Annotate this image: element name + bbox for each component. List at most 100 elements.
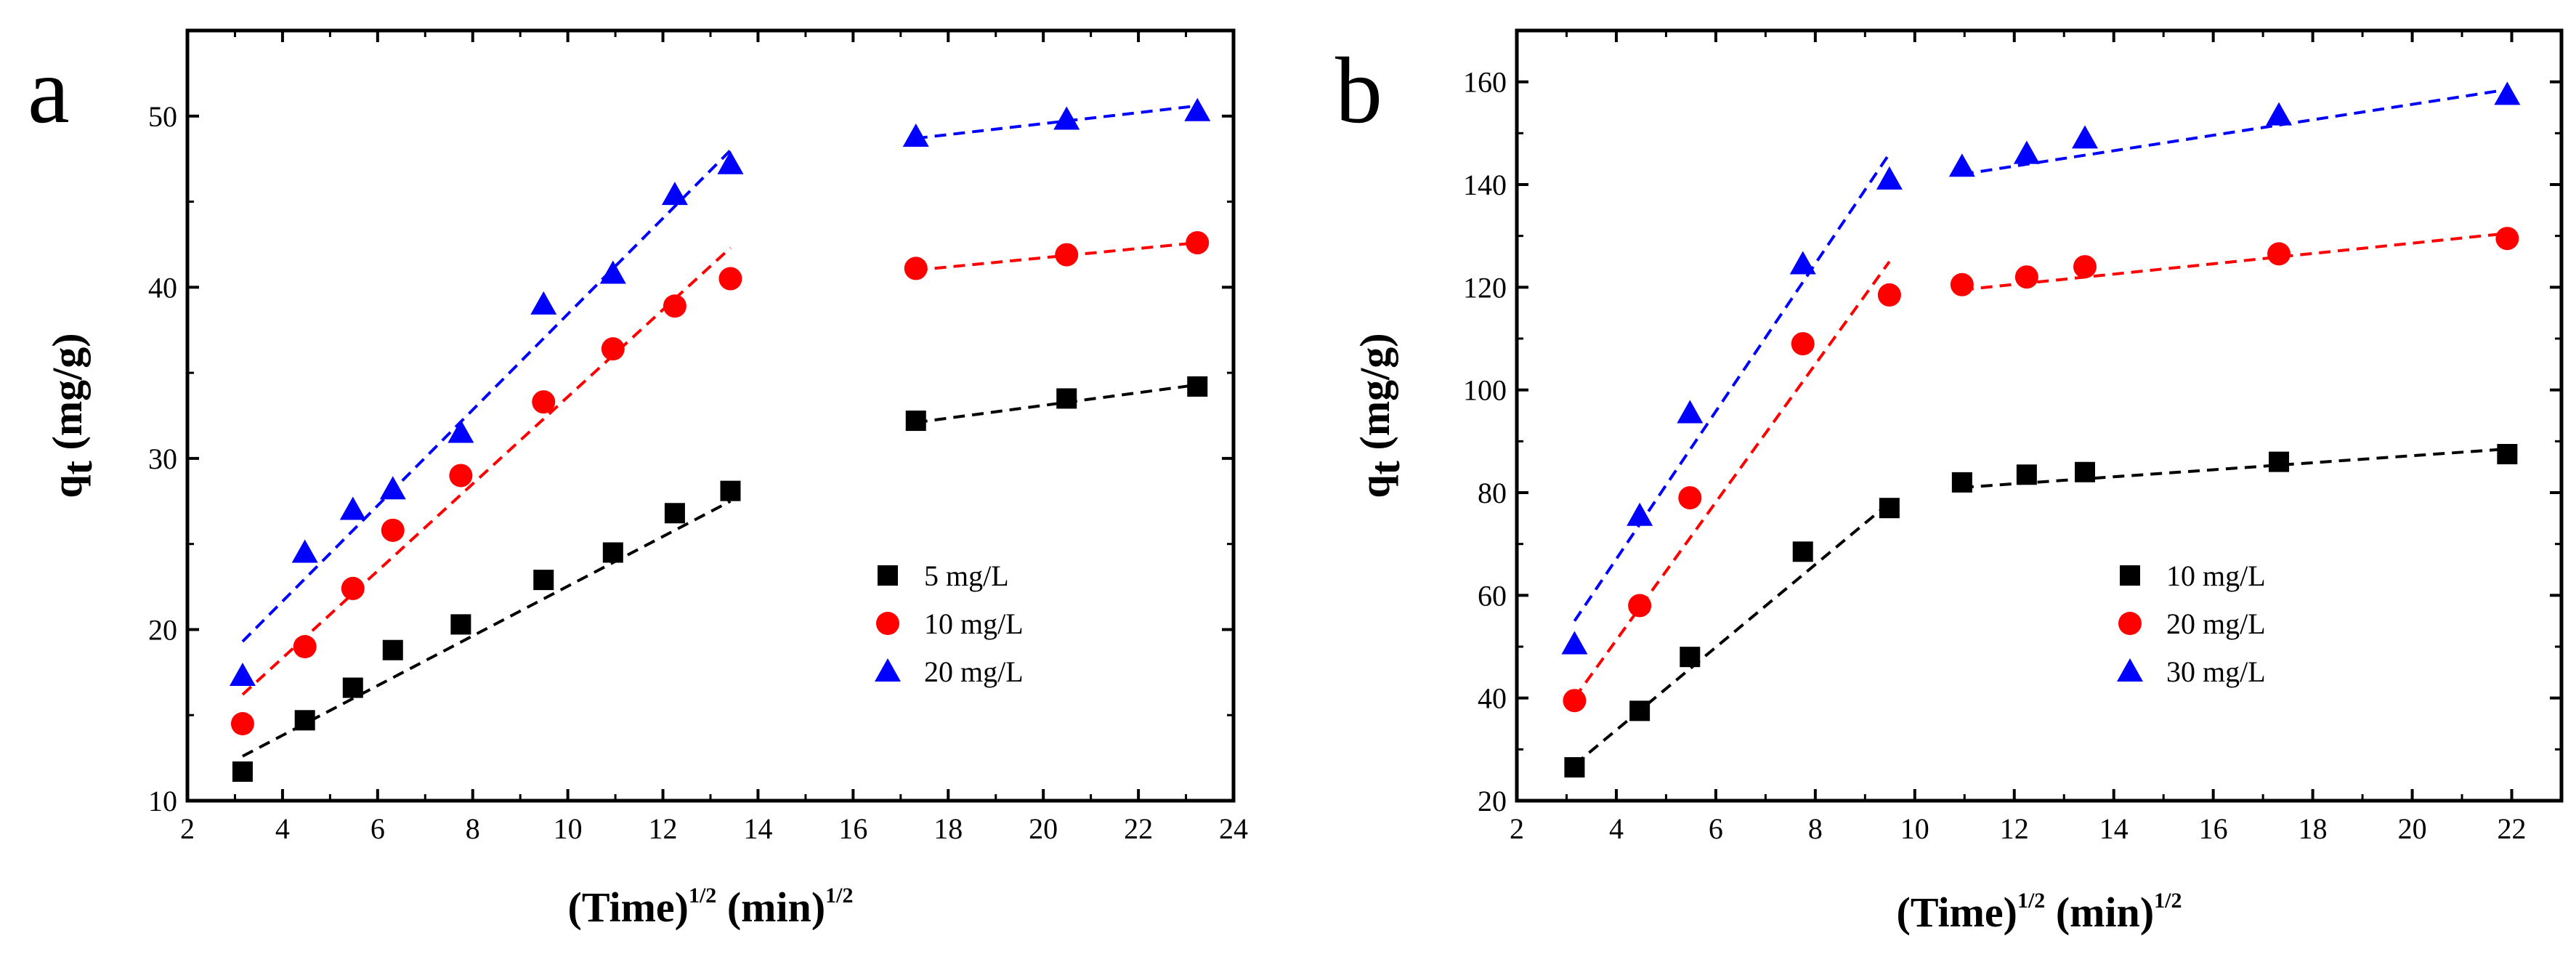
x-axis-title-main: (Time): [1897, 889, 2017, 936]
data-point: [1948, 153, 1975, 177]
data-point: [718, 267, 742, 291]
y-tick-label: 120: [1463, 271, 1507, 304]
data-point: [294, 710, 315, 731]
x-axis-title-unit: (min): [716, 884, 825, 931]
series-square: [232, 376, 1208, 782]
y-tick-label: 10: [148, 785, 177, 817]
data-point: [1053, 106, 1080, 130]
data-point: [382, 639, 403, 660]
data-point: [1951, 472, 1972, 493]
data-point: [2073, 255, 2097, 279]
data-point: [230, 712, 254, 735]
x-axis-title-main: (Time): [568, 884, 689, 931]
data-point: [1561, 631, 1588, 655]
data-point: [2495, 227, 2519, 251]
data-point: [2013, 140, 2040, 164]
data-point: [599, 260, 626, 284]
y-tick-label: 100: [1463, 374, 1507, 407]
legend-marker: [878, 565, 898, 586]
fit-line: [1961, 232, 2508, 291]
y-axis-title-sub: t: [54, 460, 101, 474]
x-axis-title-sup: 1/2: [2017, 889, 2045, 913]
data-point: [339, 496, 366, 520]
data-point: [293, 635, 317, 658]
data-point: [2071, 125, 2098, 149]
x-tick-label: 8: [466, 812, 480, 845]
x-tick-label: 20: [2398, 812, 2427, 845]
data-point: [447, 419, 474, 443]
y-tick-label: 40: [1478, 682, 1507, 715]
legend-marker: [2118, 612, 2142, 635]
data-point: [1563, 689, 1587, 713]
data-point: [342, 677, 363, 698]
data-point: [1629, 700, 1650, 722]
legend-marker: [2117, 658, 2143, 682]
data-point: [291, 539, 318, 563]
legend-marker: [876, 612, 899, 635]
legend-label: 30 mg/L: [2166, 655, 2266, 688]
legend-label: 10 mg/L: [924, 607, 1024, 640]
data-point: [379, 476, 406, 500]
data-point: [2014, 265, 2038, 289]
x-axis-title-sup: 1/2: [2154, 889, 2182, 913]
data-point: [720, 480, 741, 501]
data-point: [1627, 502, 1653, 526]
series-circle: [230, 231, 1210, 735]
data-point: [530, 291, 557, 315]
y-tick-label: 30: [148, 442, 177, 475]
data-point: [2497, 444, 2518, 464]
data-point: [1677, 400, 1704, 424]
panel-b: 2 4 6 8 10 12 14 16 18 20 22 20 40 60 80 100 120 140 160 (T…: [1335, 28, 2564, 936]
x-tick-label: 16: [838, 812, 867, 845]
data-point: [532, 390, 556, 414]
x-tick-label: 22: [1124, 812, 1153, 845]
x-axis-title-sup: 1/2: [689, 884, 716, 908]
x-tick-label: 18: [2298, 812, 2328, 845]
data-point: [2074, 461, 2095, 482]
y-tick-label: 80: [1478, 477, 1507, 509]
series-triangle: [229, 97, 1211, 687]
data-point: [1186, 231, 1210, 255]
x-tick-label: 10: [1900, 812, 1929, 845]
panel-a: 2 4 6 8 10 12 14 16 18 20 22 241020304050(Time)1/2 …: [28, 28, 1248, 931]
x-tick-label: 14: [743, 812, 772, 845]
legend-label: 20 mg/L: [924, 655, 1024, 688]
series-square: [1564, 444, 2518, 778]
data-point: [232, 761, 253, 782]
x-tick-label: 12: [2000, 812, 2029, 845]
y-axis-title: qt (mg/g): [44, 333, 101, 498]
data-point: [1950, 272, 1974, 296]
data-point: [1876, 166, 1903, 190]
data-point: [1678, 486, 1702, 510]
data-point: [904, 256, 928, 280]
data-point: [1187, 376, 1208, 397]
data-point: [2494, 81, 2521, 105]
data-point: [2016, 464, 2037, 485]
data-point: [1791, 332, 1815, 356]
x-axis-title: (Time)1/2 (min)1/2: [568, 884, 854, 931]
x-tick-label: 4: [1609, 812, 1624, 845]
legend-label: 10 mg/L: [2166, 559, 2266, 592]
y-tick-label: 160: [1463, 66, 1507, 99]
x-tick-label: 24: [1219, 812, 1248, 845]
y-axis-title-main: q: [1351, 474, 1398, 498]
x-tick-label: 12: [649, 812, 678, 845]
y-tick-label: 40: [148, 271, 177, 304]
x-axis-title-unit: (min): [2045, 889, 2154, 936]
data-point: [229, 663, 256, 687]
data-point: [1055, 243, 1079, 267]
data-point: [2266, 102, 2293, 126]
data-point: [905, 411, 926, 432]
data-point: [663, 294, 686, 318]
series-triangle: [1561, 81, 2521, 655]
x-tick-label: 8: [1808, 812, 1823, 845]
legend-marker: [875, 658, 901, 682]
data-point: [1564, 757, 1585, 778]
x-tick-label: 4: [275, 812, 290, 845]
legend-label: 20 mg/L: [2166, 607, 2266, 640]
y-axis-title-unit: (mg/g): [1351, 333, 1398, 461]
y-axis-title: qt (mg/g): [1351, 333, 1409, 498]
fit-line: [1573, 153, 1891, 622]
fit-line: [242, 500, 732, 758]
y-axis-title-sub: t: [1361, 460, 1409, 474]
